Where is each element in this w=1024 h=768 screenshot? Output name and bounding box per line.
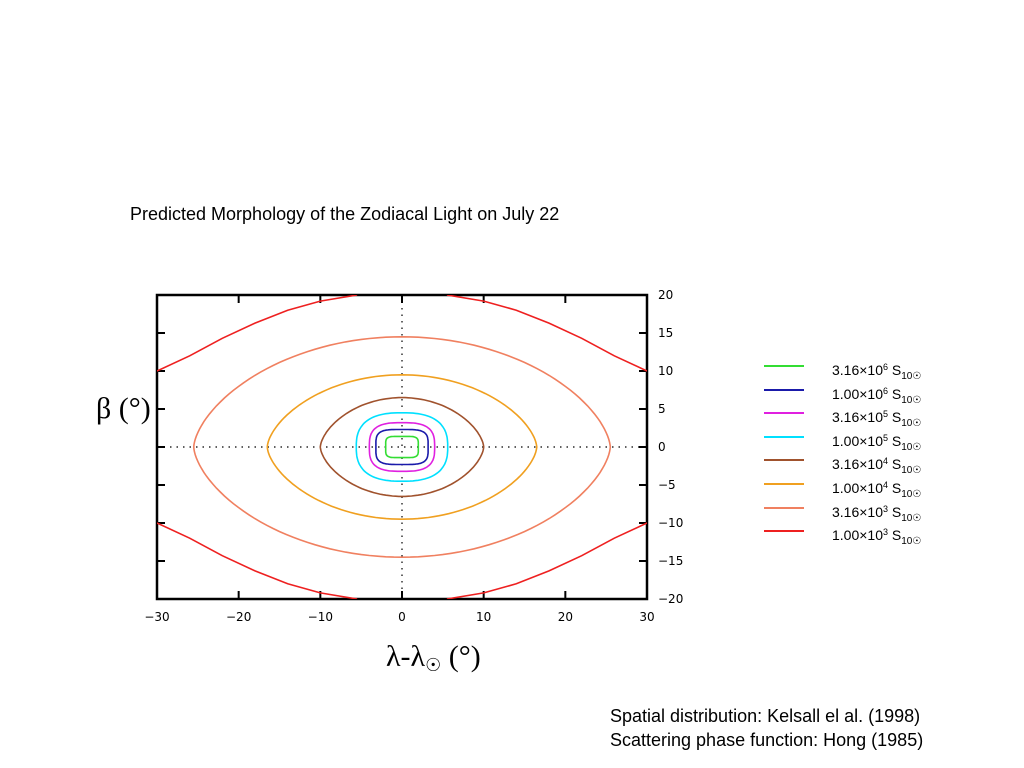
legend-item: 3.16×105 S10☉ <box>764 407 1004 431</box>
axes <box>155 293 649 601</box>
x-tick-label: 0 <box>398 610 406 624</box>
legend-swatch <box>764 388 804 391</box>
legend-item: 3.16×106 S10☉ <box>764 360 1004 384</box>
legend-swatch <box>764 365 804 367</box>
x-axis-label-lambda: λ-λ <box>386 640 426 673</box>
x-tick-label: 20 <box>558 610 573 624</box>
legend-item: 3.16×103 S10☉ <box>764 502 1004 526</box>
legend-label: 3.16×104 S10☉ <box>832 456 922 477</box>
contour-line-5 <box>319 396 485 498</box>
chart-title: Predicted Morphology of the Zodiacal Lig… <box>130 204 560 224</box>
note-scattering-phase: Scattering phase function: Hong (1985) <box>610 730 924 750</box>
notes: Spatial distribution: Kelsall el al. (19… <box>610 704 923 752</box>
contour-line-2 <box>375 428 429 466</box>
contour-line-8 <box>157 295 647 599</box>
legend-swatch <box>764 459 804 462</box>
legend-swatch <box>764 482 804 485</box>
y-tick-label: 0 <box>658 440 666 454</box>
legend-swatch <box>764 530 804 533</box>
legend-item: 1.00×104 S10☉ <box>764 478 1004 502</box>
legend-swatch <box>764 506 804 509</box>
legend-label: 3.16×105 S10☉ <box>832 409 922 430</box>
x-tick-label: −20 <box>226 610 251 624</box>
legend-swatch <box>764 412 804 415</box>
legend-item: 3.16×104 S10☉ <box>764 454 1004 478</box>
contour-line-3 <box>368 421 436 473</box>
contour-line-4 <box>355 412 449 482</box>
x-tick-label: 10 <box>476 610 491 624</box>
legend-label: 1.00×104 S10☉ <box>832 479 922 500</box>
contour-line-1 <box>384 435 420 459</box>
y-axis-label: β (°) <box>96 392 151 425</box>
legend-label: 1.00×105 S10☉ <box>832 432 922 453</box>
y-tick-label: 15 <box>658 326 673 340</box>
legend-label: 1.00×106 S10☉ <box>832 385 922 406</box>
legend-swatch <box>764 435 804 438</box>
y-tick-label: −20 <box>658 592 683 606</box>
legend-item: 1.00×105 S10☉ <box>764 431 1004 455</box>
contour-line-6 <box>266 373 538 521</box>
contour-line-7 <box>192 335 612 559</box>
x-tick-label: −30 <box>144 610 169 624</box>
x-tick-label: 30 <box>639 610 654 624</box>
y-tick-label: −10 <box>658 516 683 530</box>
x-tick-label: −10 <box>308 610 333 624</box>
y-tick-label: −15 <box>658 554 683 568</box>
legend: 3.16×106 S10☉ 1.00×106 S10☉ 3.16×105 S10☉ 1… <box>764 360 1004 549</box>
y-tick-label: −5 <box>658 478 676 492</box>
y-tick-label: 10 <box>658 364 673 378</box>
legend-label: 3.16×103 S10☉ <box>832 503 922 524</box>
tick-labels: −30 −20 −10 0 10 20 30 20 15 10 5 0 −5 −10 −15 −20 <box>144 288 683 624</box>
y-tick-label: 5 <box>658 402 666 416</box>
legend-label: 3.16×106 S10☉ <box>832 362 922 382</box>
x-axis-label-unit: (°) <box>441 640 481 673</box>
contour-series <box>157 295 647 599</box>
legend-item: 1.00×103 S10☉ <box>764 525 1004 549</box>
y-tick-label: 20 <box>658 288 673 302</box>
legend-item: 1.00×106 S10☉ <box>764 384 1004 408</box>
x-axis-label: λ-λ☉ (°) <box>386 640 481 676</box>
plot-frame <box>155 293 649 601</box>
x-axis-label-sun: ☉ <box>425 655 442 675</box>
note-spatial-distribution: Spatial distribution: Kelsall el al. (19… <box>610 706 921 726</box>
legend-label: 1.00×103 S10☉ <box>832 527 922 548</box>
